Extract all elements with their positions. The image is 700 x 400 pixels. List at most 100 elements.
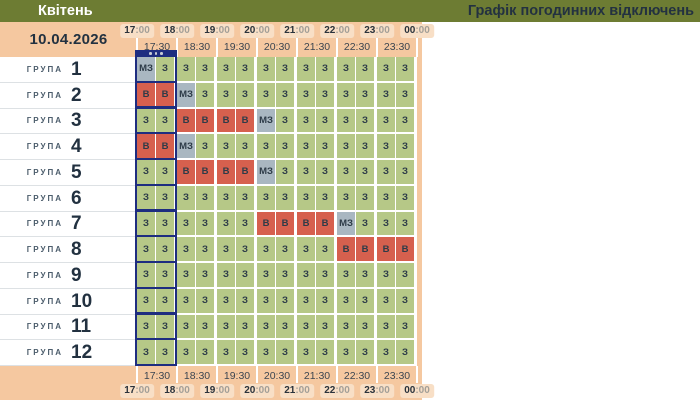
hour-label: 23:00: [360, 24, 394, 38]
minute-suffix: :00: [255, 25, 270, 36]
schedule-cell: В: [156, 82, 174, 107]
schedule-cell: З: [156, 160, 174, 184]
minute-suffix: :00: [295, 25, 310, 36]
minute-suffix: :00: [135, 385, 150, 396]
group-word: ГРУПА: [26, 116, 63, 126]
schedule-cell: З: [236, 288, 254, 313]
schedule-row: ГРУПА 11 З З З З З З З З З З З З З З: [0, 314, 422, 341]
schedule-cell: З: [177, 340, 195, 364]
hour-label: 18:00: [160, 24, 194, 38]
schedule-cell: З: [356, 160, 374, 184]
half-hour-label: 23:30: [383, 370, 411, 382]
schedule-cell: З: [377, 211, 395, 236]
hour-label: 23:00: [360, 384, 394, 398]
hour-boundary-tick: [256, 38, 258, 57]
schedule-cell: З: [377, 185, 395, 210]
group-number: 12: [71, 342, 93, 364]
schedule-row: ГРУПА 7 З З З З З З В В В В МЗ З З З: [0, 211, 422, 238]
hour-label: 17:00: [120, 24, 154, 38]
schedule-cell: З: [316, 263, 334, 287]
schedule-cell: З: [396, 314, 414, 339]
schedule-cell: З: [156, 185, 174, 210]
schedule-cell: З: [257, 134, 275, 158]
schedule-cell: З: [396, 160, 414, 184]
schedule-row: ГРУПА 8 З З З З З З З З З З В В В В: [0, 237, 422, 263]
hour-boundary-tick: [296, 38, 298, 57]
hour-value: 00: [404, 25, 416, 36]
group-number: 3: [71, 110, 82, 132]
schedule-cell: МЗ: [257, 160, 275, 184]
schedule-cell: З: [316, 108, 334, 133]
schedule-cell: З: [337, 263, 355, 287]
schedule-cell: З: [276, 314, 294, 339]
schedule-cell: З: [137, 108, 155, 133]
schedule-cell: З: [316, 340, 334, 364]
schedule-cell: В: [396, 237, 414, 261]
schedule-row: ГРУПА 9 З З З З З З З З З З З З З З: [0, 263, 422, 289]
schedule-cell: З: [137, 160, 155, 184]
group-number: 7: [71, 213, 82, 235]
schedule-cell: З: [257, 185, 275, 210]
hour-label: 00:00: [400, 384, 434, 398]
group-word: ГРУПА: [26, 348, 63, 358]
hour-boundary-tick: [336, 366, 338, 383]
hour-value: 17: [124, 25, 136, 36]
schedule-cell: З: [316, 185, 334, 210]
schedule-cell: В: [276, 211, 294, 236]
schedule-cell: З: [377, 82, 395, 107]
schedule-cell: З: [156, 263, 174, 287]
hour-value: 21: [284, 385, 296, 396]
schedule-cell: З: [236, 237, 254, 261]
schedule-cell: З: [377, 57, 395, 81]
schedule-cell: З: [337, 314, 355, 339]
schedule-cell: З: [217, 211, 235, 236]
schedule-cell: З: [217, 314, 235, 339]
half-hour-label: 18:30: [183, 370, 211, 382]
schedule-cell: З: [337, 340, 355, 364]
group-label: ГРУПА 10: [0, 288, 137, 315]
group-label: ГРУПА 3: [0, 108, 137, 135]
hour-boundary-tick: [136, 366, 138, 383]
schedule-cell: З: [396, 82, 414, 107]
schedule-cell: З: [377, 108, 395, 133]
group-number: 4: [71, 136, 82, 158]
hour-label: 00:00: [400, 24, 434, 38]
hour-boundary-tick: [296, 366, 298, 383]
schedule-cell: З: [257, 237, 275, 261]
schedule-cell: З: [177, 211, 195, 236]
minute-suffix: :00: [255, 385, 270, 396]
group-word: ГРУПА: [26, 193, 63, 203]
schedule-cell: З: [217, 185, 235, 210]
hour-value: 22: [324, 25, 336, 36]
schedule-cell: В: [236, 160, 254, 184]
schedule-cell: З: [276, 288, 294, 313]
schedule-cell: З: [356, 263, 374, 287]
current-hour-right-border: [175, 50, 177, 366]
hour-value: 19: [204, 25, 216, 36]
schedule-cell: З: [377, 263, 395, 287]
hour-boundary-tick: [256, 366, 258, 383]
schedule-cell: З: [177, 237, 195, 261]
hour-column: МЗ З: [177, 82, 217, 107]
schedule-cell: З: [396, 185, 414, 210]
schedule-cell: З: [377, 314, 395, 339]
half-hour-label: 18:30: [183, 41, 211, 53]
